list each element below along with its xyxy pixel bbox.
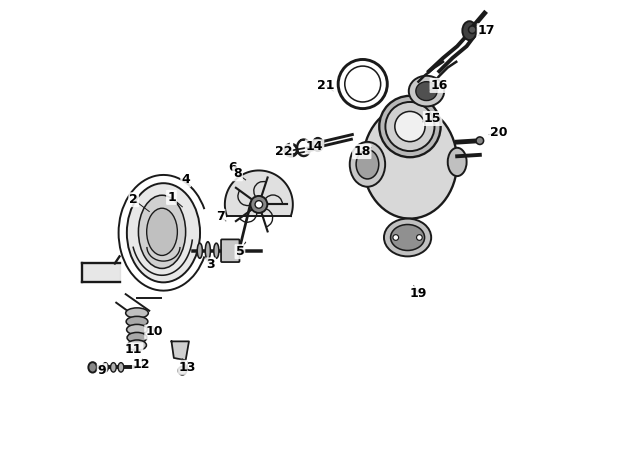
Ellipse shape bbox=[350, 142, 385, 187]
Text: 14: 14 bbox=[306, 140, 323, 153]
Text: 2: 2 bbox=[129, 193, 138, 206]
Text: 10: 10 bbox=[145, 325, 163, 339]
Text: 5: 5 bbox=[235, 245, 244, 258]
Ellipse shape bbox=[88, 362, 97, 372]
Ellipse shape bbox=[110, 362, 116, 372]
Text: 12: 12 bbox=[133, 358, 150, 370]
Text: 8: 8 bbox=[233, 167, 242, 180]
Circle shape bbox=[345, 66, 380, 102]
Ellipse shape bbox=[138, 195, 186, 268]
Text: 22: 22 bbox=[274, 145, 292, 158]
Polygon shape bbox=[225, 171, 293, 216]
Text: 17: 17 bbox=[478, 24, 495, 37]
Text: 13: 13 bbox=[179, 361, 196, 374]
Circle shape bbox=[393, 235, 399, 240]
Text: 20: 20 bbox=[490, 126, 507, 139]
Ellipse shape bbox=[127, 332, 147, 343]
Ellipse shape bbox=[356, 150, 379, 179]
Ellipse shape bbox=[463, 21, 476, 40]
Circle shape bbox=[178, 366, 187, 375]
Text: 11: 11 bbox=[125, 343, 143, 356]
Ellipse shape bbox=[126, 308, 148, 318]
Circle shape bbox=[395, 112, 425, 142]
Ellipse shape bbox=[448, 148, 466, 176]
Text: 4: 4 bbox=[181, 173, 190, 186]
Circle shape bbox=[255, 200, 262, 208]
Polygon shape bbox=[172, 342, 189, 360]
Circle shape bbox=[251, 196, 268, 213]
Ellipse shape bbox=[384, 218, 431, 256]
Text: 3: 3 bbox=[206, 258, 215, 271]
Ellipse shape bbox=[126, 316, 148, 327]
Circle shape bbox=[379, 96, 440, 157]
Circle shape bbox=[476, 137, 483, 144]
Text: 16: 16 bbox=[430, 79, 448, 92]
Ellipse shape bbox=[127, 340, 146, 351]
Ellipse shape bbox=[127, 183, 200, 282]
Ellipse shape bbox=[409, 76, 444, 106]
Ellipse shape bbox=[127, 324, 148, 335]
Ellipse shape bbox=[118, 362, 124, 372]
FancyBboxPatch shape bbox=[221, 239, 240, 262]
Ellipse shape bbox=[102, 362, 108, 372]
Text: 19: 19 bbox=[410, 287, 427, 300]
Ellipse shape bbox=[146, 208, 177, 256]
Text: 6: 6 bbox=[228, 161, 237, 174]
Text: 1: 1 bbox=[167, 191, 176, 204]
Ellipse shape bbox=[214, 243, 219, 258]
Circle shape bbox=[468, 26, 476, 34]
Ellipse shape bbox=[363, 105, 457, 218]
Text: 21: 21 bbox=[317, 79, 334, 92]
Text: 15: 15 bbox=[424, 112, 441, 125]
Text: 9: 9 bbox=[98, 364, 107, 377]
Text: 18: 18 bbox=[353, 145, 370, 158]
Ellipse shape bbox=[416, 82, 437, 101]
Ellipse shape bbox=[391, 225, 425, 250]
Circle shape bbox=[386, 102, 435, 151]
Text: 7: 7 bbox=[216, 210, 225, 223]
Ellipse shape bbox=[198, 243, 203, 258]
Ellipse shape bbox=[313, 138, 323, 151]
Ellipse shape bbox=[205, 242, 210, 260]
Circle shape bbox=[416, 235, 422, 240]
